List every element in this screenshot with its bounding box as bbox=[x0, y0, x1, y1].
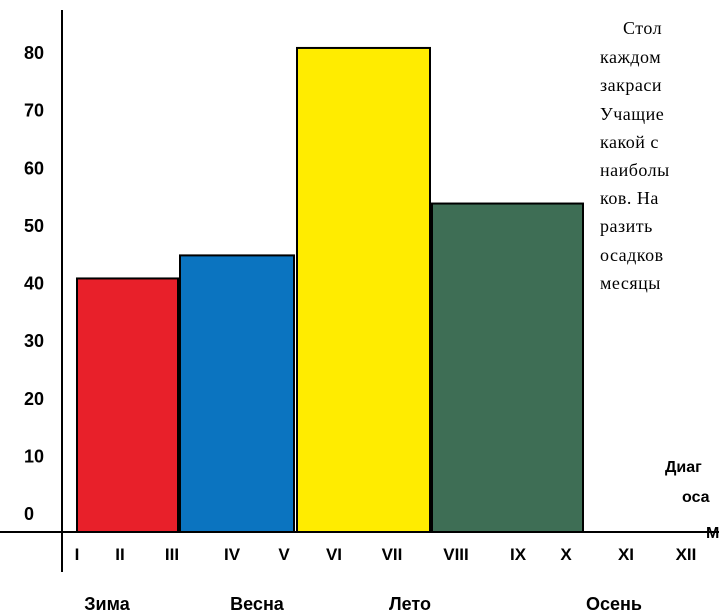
paragraph-line: осадков bbox=[600, 245, 664, 265]
y-tick-label: 20 bbox=[24, 389, 44, 409]
paragraph-line: ков. На bbox=[600, 188, 659, 208]
paragraph-line: каждом bbox=[600, 47, 661, 67]
y-tick-label: 0 bbox=[24, 504, 34, 524]
month-label: X bbox=[560, 545, 572, 564]
season-label: Весна bbox=[230, 594, 285, 614]
season-label: Лето bbox=[389, 594, 431, 614]
month-label: VIII bbox=[443, 545, 469, 564]
caption-line: М bbox=[706, 525, 719, 542]
month-label: V bbox=[278, 545, 290, 564]
month-label: XII bbox=[676, 545, 697, 564]
month-label: IX bbox=[510, 545, 527, 564]
y-tick-label: 30 bbox=[24, 331, 44, 351]
paragraph-line: наиболы bbox=[600, 160, 670, 180]
paragraph-line: Учащие bbox=[600, 104, 664, 124]
month-label: XI bbox=[618, 545, 634, 564]
bar bbox=[431, 202, 584, 533]
y-tick-label: 80 bbox=[24, 43, 44, 63]
paragraph-line: закраси bbox=[600, 75, 662, 95]
month-label: IV bbox=[224, 545, 241, 564]
caption-line: оса bbox=[682, 489, 710, 506]
paragraph-line: месяцы bbox=[600, 273, 661, 293]
paragraph-line: какой с bbox=[600, 132, 659, 152]
month-label: VI bbox=[326, 545, 342, 564]
bar bbox=[179, 254, 295, 533]
season-label: Осень bbox=[586, 594, 642, 614]
caption-line: Диаг bbox=[665, 459, 702, 476]
season-label: Зима bbox=[84, 594, 130, 614]
paragraph-line: разить bbox=[600, 216, 653, 236]
month-label: II bbox=[115, 545, 124, 564]
month-label: I bbox=[75, 545, 80, 564]
y-tick-label: 60 bbox=[24, 158, 44, 178]
y-tick-label: 10 bbox=[24, 446, 44, 466]
bar bbox=[76, 277, 179, 534]
y-tick-label: 40 bbox=[24, 274, 44, 294]
month-label: III bbox=[165, 545, 179, 564]
y-tick-label: 50 bbox=[24, 216, 44, 236]
bar bbox=[296, 46, 431, 533]
paragraph-line: Стол bbox=[623, 18, 662, 38]
y-tick-label: 70 bbox=[24, 101, 44, 121]
month-label: VII bbox=[382, 545, 403, 564]
